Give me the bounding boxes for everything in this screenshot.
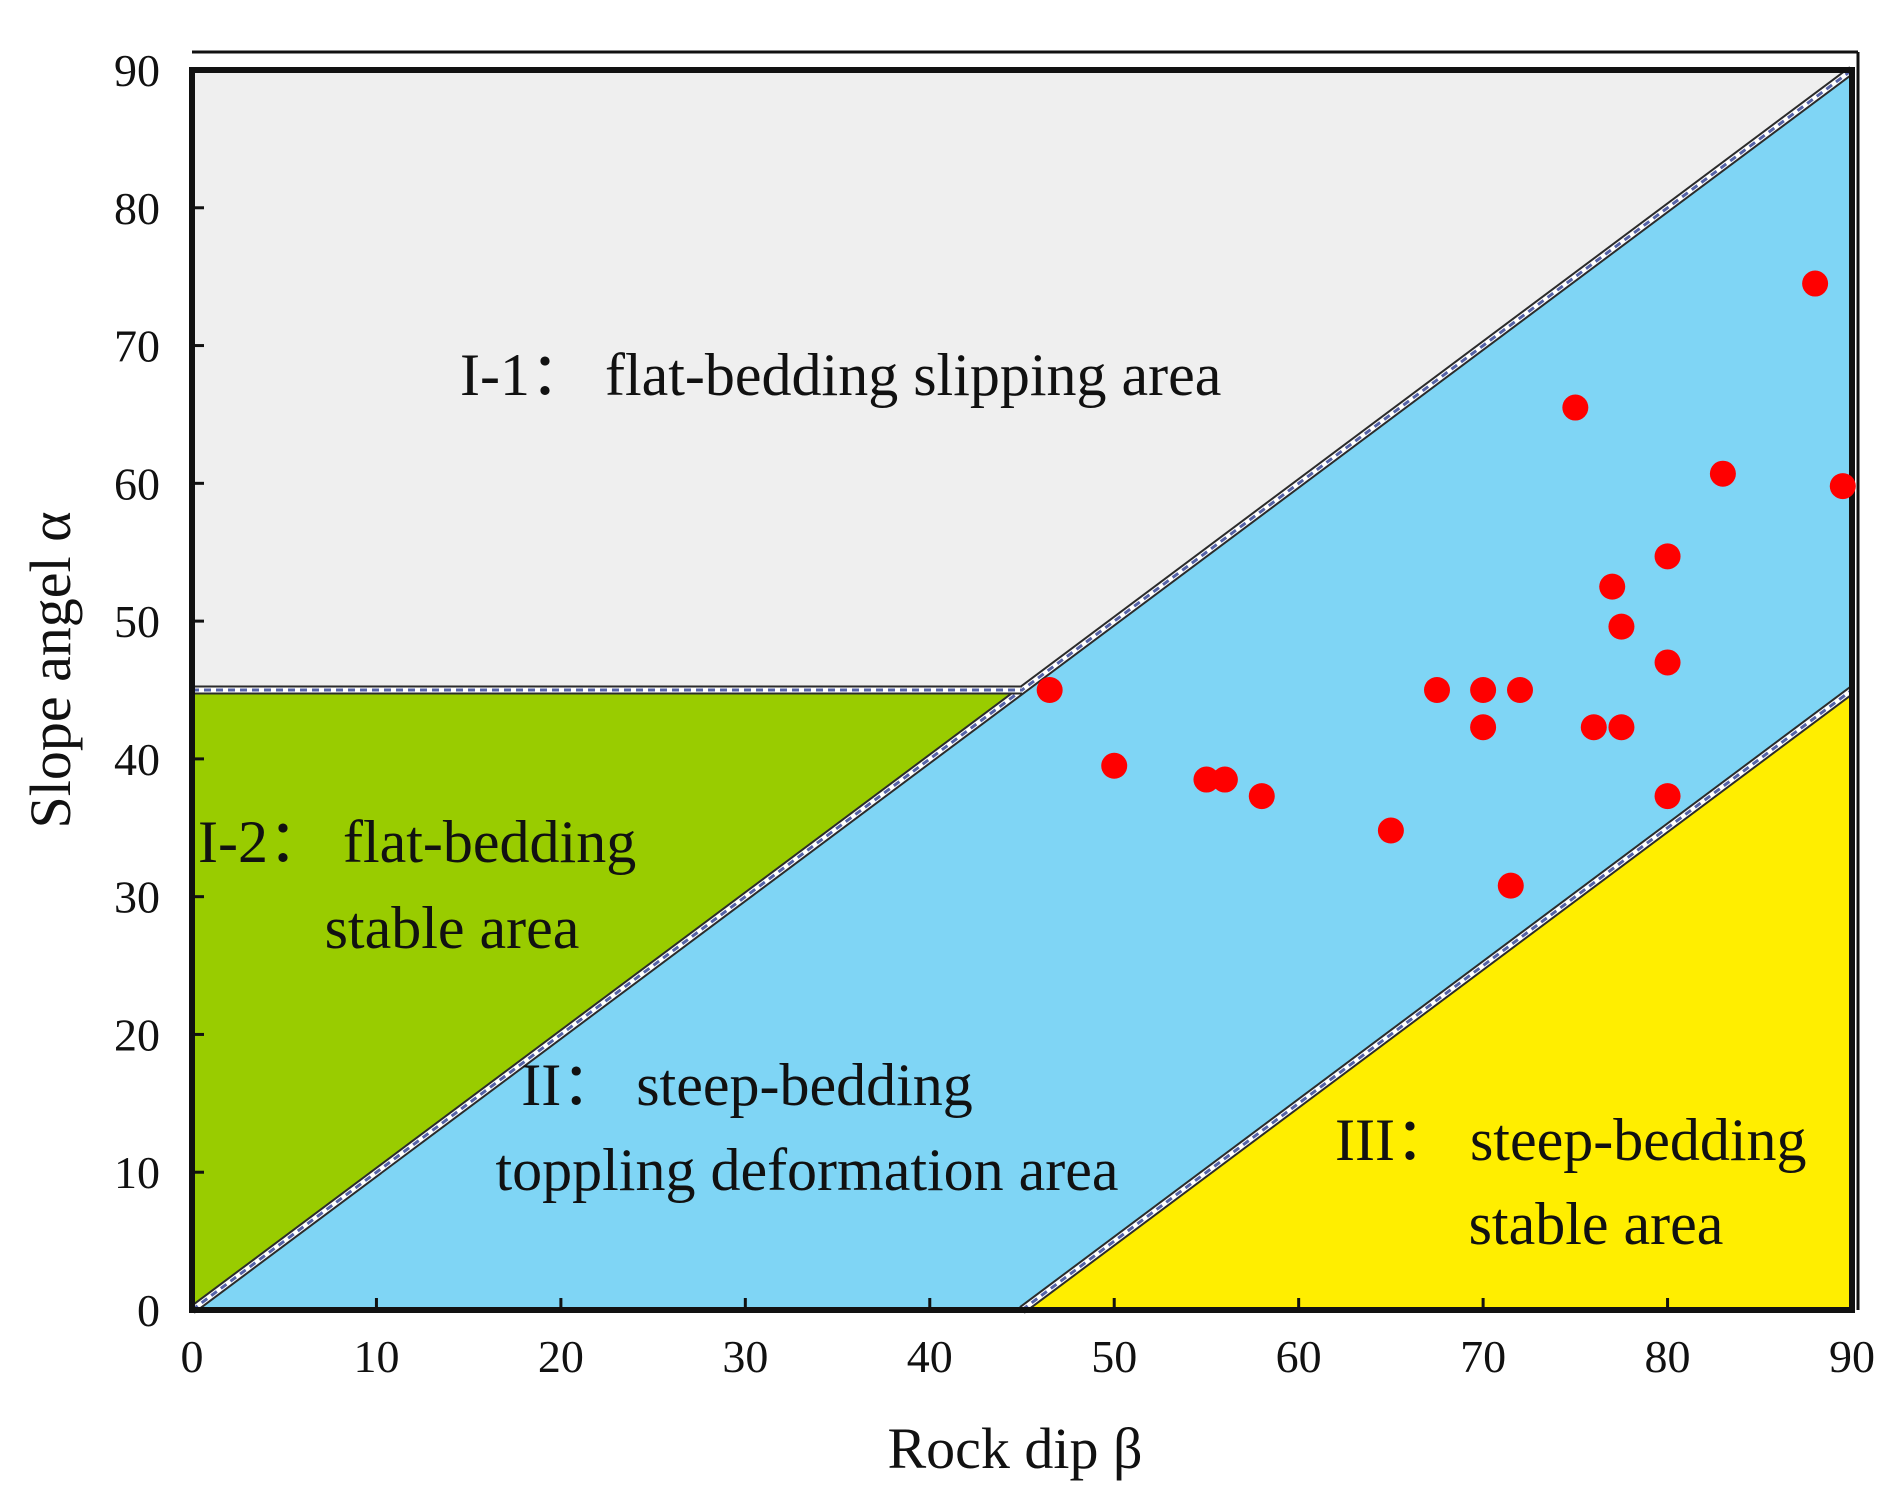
x-tick-label: 20 (538, 1331, 584, 1382)
data-point (1424, 677, 1450, 703)
x-tick-label: 80 (1645, 1331, 1691, 1382)
data-point (1470, 677, 1497, 703)
region-label-iii: III： steep-bedding (1335, 1107, 1807, 1173)
region-label-ii: toppling deformation area (495, 1137, 1118, 1203)
y-tick-label: 50 (114, 596, 160, 647)
data-point (1101, 752, 1128, 779)
data-point (1497, 872, 1524, 899)
data-point (1829, 473, 1856, 500)
x-tick-label: 50 (1091, 1331, 1137, 1382)
data-point (1654, 783, 1681, 810)
data-point (1562, 394, 1589, 421)
region-i-1 (192, 70, 1852, 690)
y-tick-label: 0 (137, 1285, 160, 1336)
x-tick-label: 70 (1460, 1331, 1506, 1382)
region-label-ii: II： steep-bedding (521, 1052, 973, 1118)
data-point (1507, 677, 1533, 703)
tick-layer: 0 10 20 30 40 50 60 70 80 90 0 10 20 30 40 50 60 70 80 90 (114, 45, 1875, 1382)
point-layer (1036, 270, 1856, 899)
x-tick-label: 90 (1829, 1331, 1875, 1382)
y-axis-title: Slope angel α (18, 511, 83, 828)
data-point (1599, 573, 1626, 600)
region-label-i-1: I-1： flat-bedding slipping area (460, 342, 1221, 408)
data-point (1248, 783, 1275, 810)
boundary-layer (189, 66, 1855, 1314)
region-label-layer: I-1： flat-bedding slipping area I-2： flat… (198, 342, 1807, 1257)
x-tick-label: 60 (1276, 1331, 1322, 1382)
data-point (1470, 714, 1497, 741)
plot-border (189, 67, 1855, 1313)
y-tick-label: 20 (114, 1009, 160, 1060)
region-label-iii: stable area (1469, 1191, 1724, 1257)
data-point (1211, 766, 1238, 793)
y-tick-label: 40 (114, 734, 160, 785)
region-label-i-2: stable area (325, 895, 580, 961)
y-tick-label: 70 (114, 321, 160, 372)
x-tick-label: 10 (353, 1331, 399, 1382)
plot-frame (189, 50, 1860, 1313)
x-axis-title: Rock dip β (887, 1416, 1142, 1481)
y-tick-label: 10 (114, 1147, 160, 1198)
boundary-diagonal-lower (1019, 686, 1855, 1314)
data-point (1709, 460, 1736, 487)
data-point (1654, 649, 1681, 676)
y-tick-label: 60 (114, 458, 160, 509)
data-point (1377, 817, 1404, 844)
y-tick-label: 90 (114, 45, 160, 96)
data-point (1608, 714, 1635, 741)
data-point (1193, 766, 1220, 793)
x-tick-label: 0 (181, 1331, 204, 1382)
region-label-i-2: I-2： flat-bedding (198, 809, 636, 875)
x-tick-label: 30 (722, 1331, 768, 1382)
y-tick-label: 80 (114, 183, 160, 234)
y-tick-label: 30 (114, 872, 160, 923)
data-point (1608, 613, 1635, 640)
x-tick-label: 40 (907, 1331, 953, 1382)
data-point (1654, 543, 1681, 570)
data-point (1580, 714, 1607, 741)
data-point (1802, 270, 1829, 297)
data-point (1036, 677, 1063, 703)
